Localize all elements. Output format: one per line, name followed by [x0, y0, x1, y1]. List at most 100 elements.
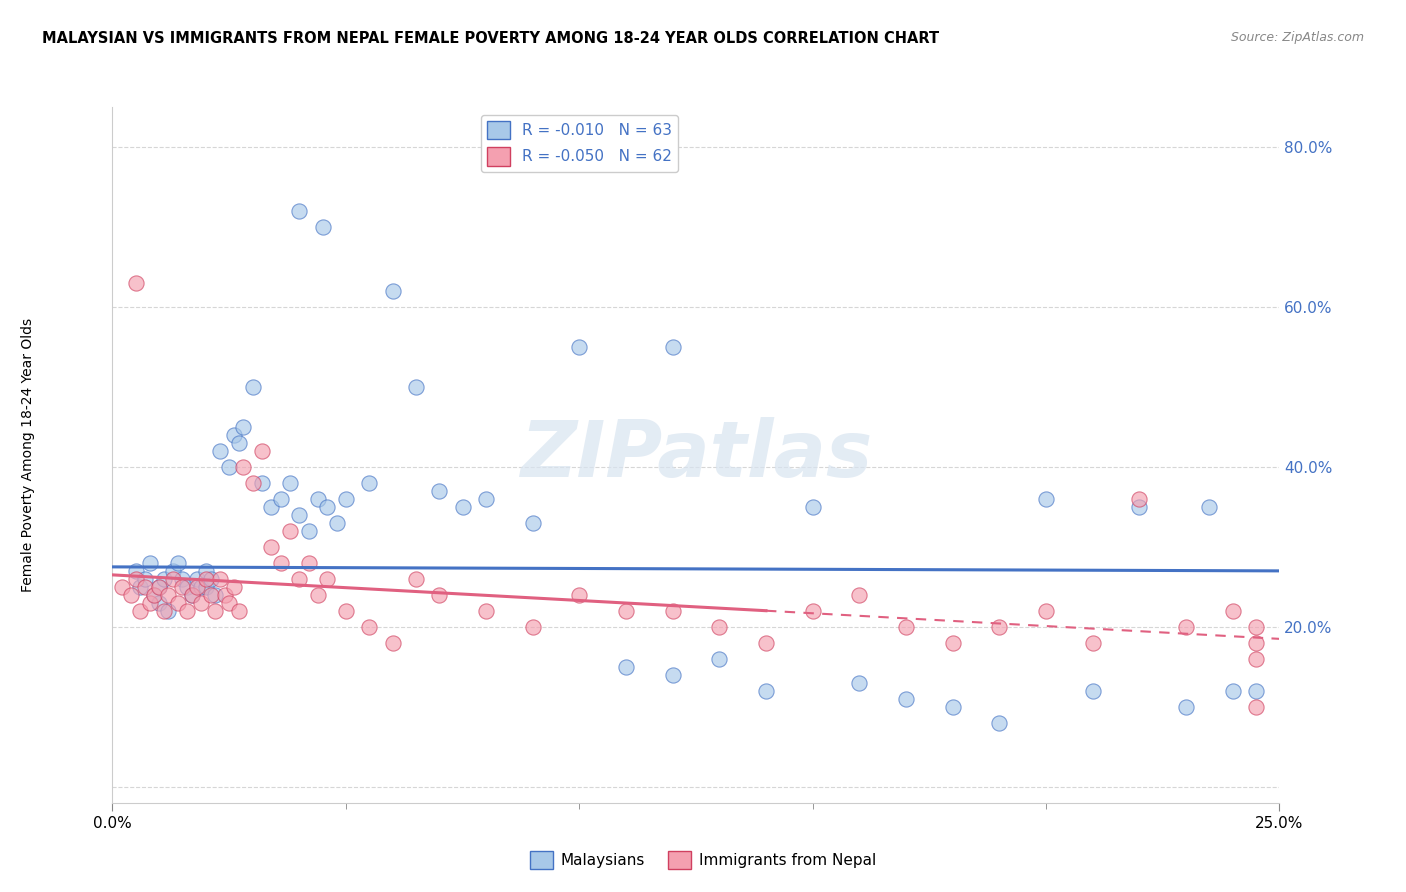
Point [208, 572, 231, 586]
Point [848, 676, 870, 690]
Point [194, 572, 217, 586]
Point [568, 588, 591, 602]
Point [894, 620, 917, 634]
Point [316, 500, 339, 514]
Point [260, 540, 283, 554]
Point [381, 636, 404, 650]
Point [194, 580, 217, 594]
Point [218, 459, 240, 474]
Point [709, 652, 731, 666]
Point [1175, 699, 1198, 714]
Point [190, 596, 212, 610]
Point [1035, 604, 1057, 618]
Point [359, 475, 381, 490]
Point [288, 572, 311, 586]
Point [278, 475, 301, 490]
Point [661, 340, 683, 354]
Point [475, 491, 498, 506]
Point [148, 596, 170, 610]
Point [125, 572, 148, 586]
Text: Female Poverty Among 18-24 Year Olds: Female Poverty Among 18-24 Year Olds [21, 318, 35, 592]
Point [222, 428, 245, 442]
Point [307, 491, 329, 506]
Point [186, 580, 208, 594]
Point [325, 516, 347, 530]
Point [942, 699, 965, 714]
Point [1081, 636, 1104, 650]
Point [427, 588, 450, 602]
Point [311, 219, 333, 234]
Text: Source: ZipAtlas.com: Source: ZipAtlas.com [1230, 31, 1364, 45]
Point [270, 491, 292, 506]
Point [1081, 683, 1104, 698]
Point [848, 588, 870, 602]
Point [1244, 652, 1267, 666]
Point [200, 588, 222, 602]
Point [232, 420, 254, 434]
Point [522, 620, 544, 634]
Point [801, 604, 824, 618]
Point [260, 500, 283, 514]
Point [288, 508, 311, 522]
Point [200, 572, 222, 586]
Point [801, 500, 824, 514]
Point [288, 204, 311, 219]
Point [405, 380, 427, 394]
Point [1222, 604, 1244, 618]
Point [1244, 683, 1267, 698]
Point [988, 715, 1011, 730]
Point [1244, 620, 1267, 634]
Point [335, 604, 357, 618]
Point [120, 588, 142, 602]
Point [522, 516, 544, 530]
Point [894, 691, 917, 706]
Text: ZIPatlas: ZIPatlas [520, 417, 872, 493]
Point [1222, 683, 1244, 698]
Point [186, 572, 208, 586]
Point [381, 284, 404, 298]
Point [190, 580, 212, 594]
Point [111, 580, 134, 594]
Point [125, 276, 148, 290]
Legend: R = -0.010   N = 63, R = -0.050   N = 62: R = -0.010 N = 63, R = -0.050 N = 62 [481, 115, 678, 172]
Point [1128, 491, 1150, 506]
Point [250, 475, 273, 490]
Point [129, 604, 152, 618]
Point [755, 636, 778, 650]
Point [148, 580, 170, 594]
Point [139, 596, 162, 610]
Point [194, 564, 217, 578]
Point [297, 524, 319, 538]
Legend: Malaysians, Immigrants from Nepal: Malaysians, Immigrants from Nepal [524, 845, 882, 875]
Point [139, 556, 162, 570]
Point [614, 660, 637, 674]
Point [427, 483, 450, 498]
Point [335, 491, 357, 506]
Point [475, 604, 498, 618]
Point [232, 459, 254, 474]
Point [214, 588, 236, 602]
Point [143, 588, 166, 602]
Point [172, 572, 194, 586]
Point [242, 380, 264, 394]
Point [153, 604, 176, 618]
Point [568, 340, 591, 354]
Point [1244, 636, 1267, 650]
Point [162, 564, 184, 578]
Point [359, 620, 381, 634]
Point [250, 444, 273, 458]
Point [166, 556, 188, 570]
Point [1175, 620, 1198, 634]
Point [228, 604, 250, 618]
Point [1244, 699, 1267, 714]
Point [204, 588, 226, 602]
Point [180, 588, 202, 602]
Point [166, 596, 188, 610]
Point [143, 588, 166, 602]
Point [661, 668, 683, 682]
Point [316, 572, 339, 586]
Point [755, 683, 778, 698]
Point [218, 596, 240, 610]
Point [204, 604, 226, 618]
Point [709, 620, 731, 634]
